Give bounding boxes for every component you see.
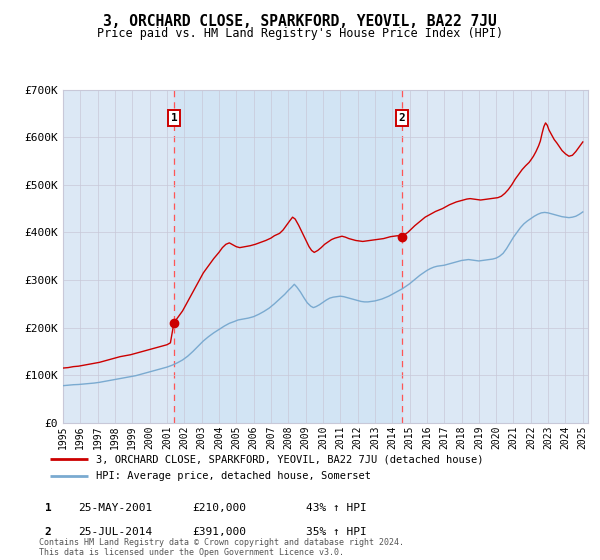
Text: 25-MAY-2001: 25-MAY-2001 bbox=[78, 503, 152, 514]
Text: 3, ORCHARD CLOSE, SPARKFORD, YEOVIL, BA22 7JU: 3, ORCHARD CLOSE, SPARKFORD, YEOVIL, BA2… bbox=[103, 14, 497, 29]
Text: £210,000: £210,000 bbox=[192, 503, 246, 514]
Text: 25-JUL-2014: 25-JUL-2014 bbox=[78, 527, 152, 537]
Text: £391,000: £391,000 bbox=[192, 527, 246, 537]
Text: 43% ↑ HPI: 43% ↑ HPI bbox=[306, 503, 367, 514]
Text: 1: 1 bbox=[170, 113, 177, 123]
Text: 2: 2 bbox=[44, 527, 52, 537]
Bar bbox=[174, 90, 402, 423]
Text: Price paid vs. HM Land Registry's House Price Index (HPI): Price paid vs. HM Land Registry's House … bbox=[97, 27, 503, 40]
Text: Contains HM Land Registry data © Crown copyright and database right 2024.
This d: Contains HM Land Registry data © Crown c… bbox=[39, 538, 404, 557]
Text: 1: 1 bbox=[44, 503, 52, 514]
Text: 3, ORCHARD CLOSE, SPARKFORD, YEOVIL, BA22 7JU (detached house): 3, ORCHARD CLOSE, SPARKFORD, YEOVIL, BA2… bbox=[96, 454, 483, 464]
Text: 2: 2 bbox=[398, 113, 405, 123]
Text: HPI: Average price, detached house, Somerset: HPI: Average price, detached house, Some… bbox=[96, 471, 371, 481]
Text: 35% ↑ HPI: 35% ↑ HPI bbox=[306, 527, 367, 537]
